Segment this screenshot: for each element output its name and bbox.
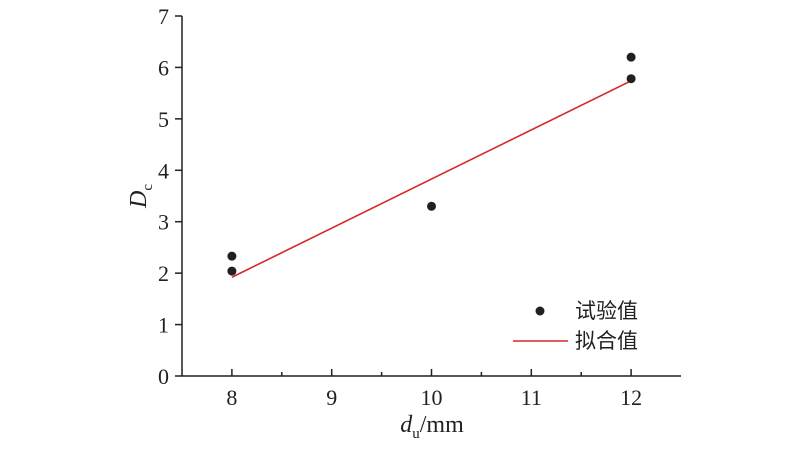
y-tick-label: 3: [158, 210, 169, 235]
x-tick-label: 12: [620, 385, 642, 410]
x-tick-label: 10: [421, 385, 443, 410]
x-ticks: 8 9 10 11 12: [226, 369, 642, 410]
y-axis-title-base: D: [126, 191, 152, 209]
y-tick-label: 1: [158, 313, 169, 338]
x-tick-label: 9: [326, 385, 337, 410]
legend-label-fitted-values: 拟合值: [575, 329, 638, 353]
legend: 试验值 拟合值: [513, 299, 638, 353]
y-tick-label: 6: [158, 55, 169, 80]
fitted-line: [231, 80, 632, 278]
x-axis-title-suffix: /mm: [420, 412, 464, 438]
x-tick-label: 11: [521, 385, 542, 410]
x-axis-title-sub: u: [412, 426, 420, 442]
series-layer: [227, 52, 636, 278]
y-axis-title: Dc: [126, 184, 156, 209]
x-axis-title-base: d: [400, 412, 413, 438]
data-point: [626, 52, 636, 62]
data-point: [427, 201, 436, 211]
y-tick-label: 5: [158, 107, 169, 132]
x-tick-label: 8: [226, 385, 237, 410]
y-axis-title-sub: c: [140, 184, 156, 191]
y-ticks: 0 1 2 3 4 5 6 7: [158, 4, 182, 389]
data-point: [626, 74, 636, 84]
legend-label-test-values: 试验值: [575, 299, 638, 323]
data-point: [227, 266, 237, 276]
legend-marker-test-values: [535, 306, 545, 316]
y-tick-label: 2: [158, 261, 169, 286]
y-tick-label: 0: [158, 364, 169, 389]
x-axis-title: du/mm: [400, 412, 464, 442]
data-point: [227, 251, 237, 261]
y-tick-label: 4: [158, 158, 169, 183]
y-tick-label: 7: [158, 4, 169, 29]
